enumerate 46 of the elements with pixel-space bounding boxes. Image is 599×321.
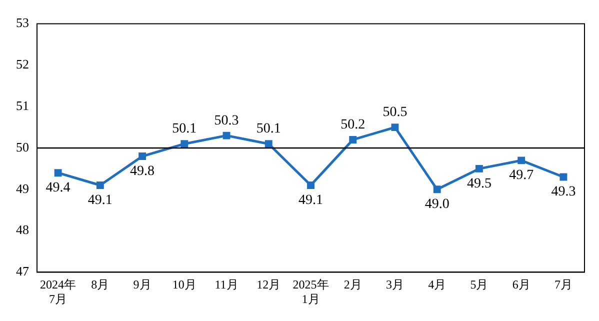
point — [138, 152, 146, 160]
y-tick-label: 51 — [16, 98, 29, 114]
x-tick-label: 11月 — [214, 278, 238, 292]
data-label: 49.8 — [130, 164, 155, 179]
x-tick-label: 9月 — [133, 278, 152, 292]
y-tick-label: 49 — [16, 180, 29, 196]
point — [560, 173, 568, 181]
point — [222, 132, 230, 140]
point — [349, 136, 357, 144]
y-tick-label: 53 — [16, 15, 29, 30]
data-label: 49.3 — [551, 184, 576, 200]
y-tick-label: 47 — [16, 264, 30, 279]
point — [264, 140, 272, 148]
point — [180, 140, 188, 148]
point — [518, 156, 526, 164]
x-tick-label: 5月 — [470, 278, 488, 292]
data-label: 50.3 — [214, 113, 239, 128]
point — [96, 182, 104, 189]
data-label: 50.5 — [382, 104, 408, 120]
y-tick-label: 50 — [16, 139, 29, 154]
data-label: 49.1 — [298, 192, 323, 208]
point — [475, 164, 483, 172]
x-tick-label: 3月 — [386, 278, 404, 292]
data-label: 49.4 — [46, 180, 70, 196]
y-tick-label: 48 — [16, 222, 29, 238]
x-tick-label: 4月 — [428, 278, 446, 292]
data-label: 49.0 — [424, 197, 450, 212]
x-tick-label: 2024年 7月 — [40, 278, 76, 306]
y-tick-label: 52 — [16, 56, 29, 72]
data-label: 49.7 — [509, 168, 534, 184]
data-label: 49.1 — [88, 192, 112, 208]
x-tick-label: 8月 — [91, 278, 110, 292]
x-tick-label: 2月 — [344, 278, 362, 292]
x-tick-label: 7月 — [554, 278, 572, 292]
x-tick-label: 12月 — [256, 278, 281, 292]
x-tick-label: 10月 — [172, 278, 196, 292]
x-tick-label: 6月 — [512, 278, 530, 292]
point — [391, 124, 399, 132]
data-label: 50.2 — [340, 117, 366, 132]
x-tick-label: 2025年 1月 — [292, 278, 329, 306]
point — [54, 169, 62, 177]
point — [307, 182, 314, 189]
data-label: 50.1 — [256, 122, 281, 137]
point — [433, 186, 441, 194]
data-label: 50.1 — [172, 122, 197, 137]
data-label: 49.5 — [466, 176, 492, 192]
